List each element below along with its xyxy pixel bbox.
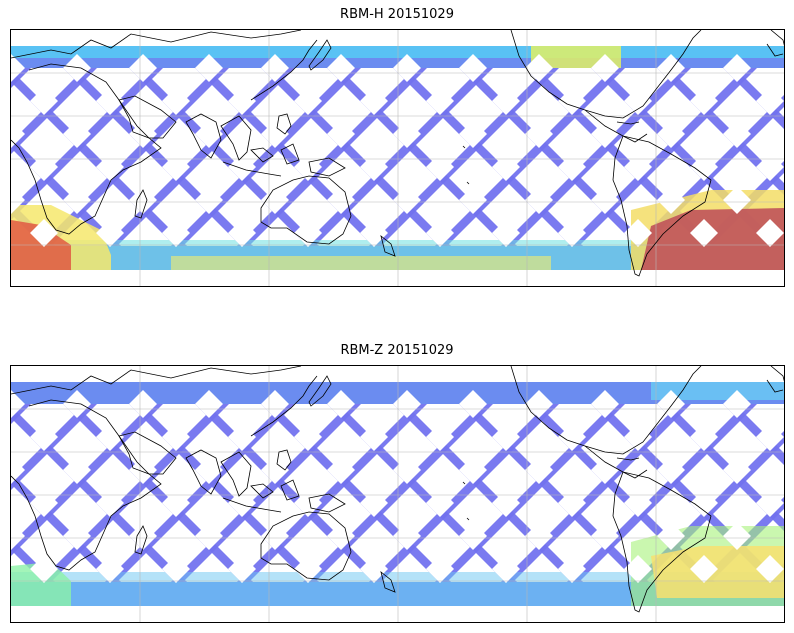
map-rbm-h bbox=[10, 29, 785, 287]
map-rbm-z bbox=[10, 365, 785, 623]
map-canvas-rbm-h bbox=[11, 30, 784, 286]
panel-title-rbm-z: RBM-Z 20151029 bbox=[340, 343, 454, 358]
map-canvas-rbm-z bbox=[11, 366, 784, 622]
panel-title-rbm-h: RBM-H 20151029 bbox=[340, 7, 454, 22]
